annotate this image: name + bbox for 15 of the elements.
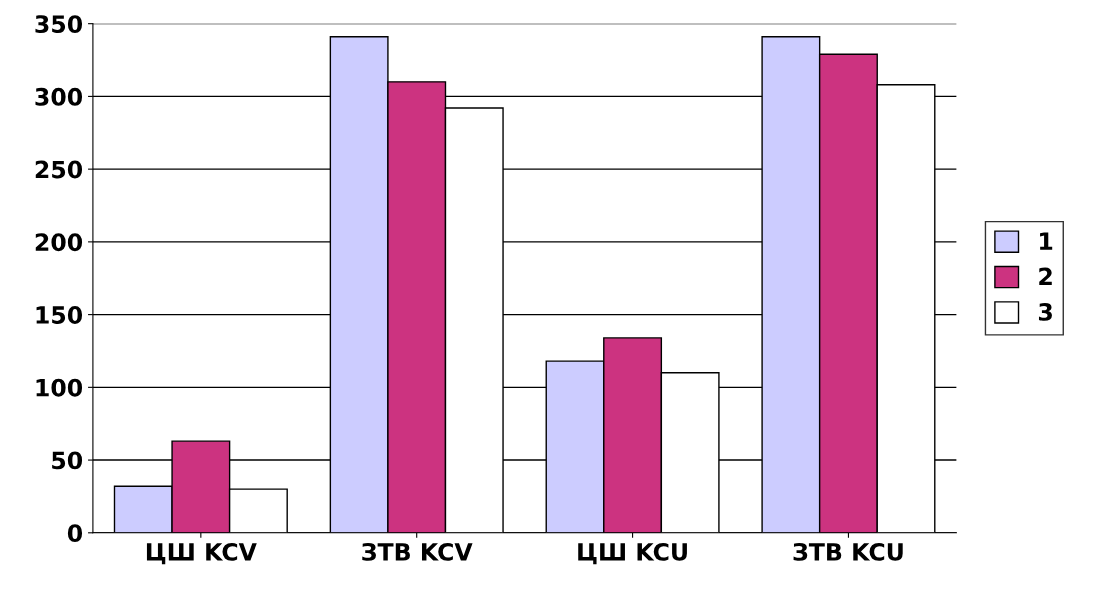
x-tick-label: ЗТВ KCV [362, 542, 473, 561]
x-tick-label: ЦШ KCU [578, 542, 687, 565]
legend-label: 3 [1038, 302, 1052, 321]
y-tick-label: 200 [35, 233, 83, 252]
y-tick-label: 150 [36, 306, 83, 324]
legend-label: 1 [1040, 232, 1053, 250]
y-tick-label: 50 [52, 451, 83, 470]
x-tick-label: ЗТВ KCU [793, 542, 903, 561]
y-tick-label: 100 [36, 378, 83, 397]
y-tick-label: 300 [35, 87, 83, 106]
y-tick-label: 0 [67, 524, 83, 543]
y-tick-label: 250 [35, 160, 83, 179]
y-tick-label: 350 [35, 15, 83, 33]
x-tick-label: ЦШ KCV [146, 542, 257, 565]
legend-label: 2 [1039, 267, 1052, 286]
